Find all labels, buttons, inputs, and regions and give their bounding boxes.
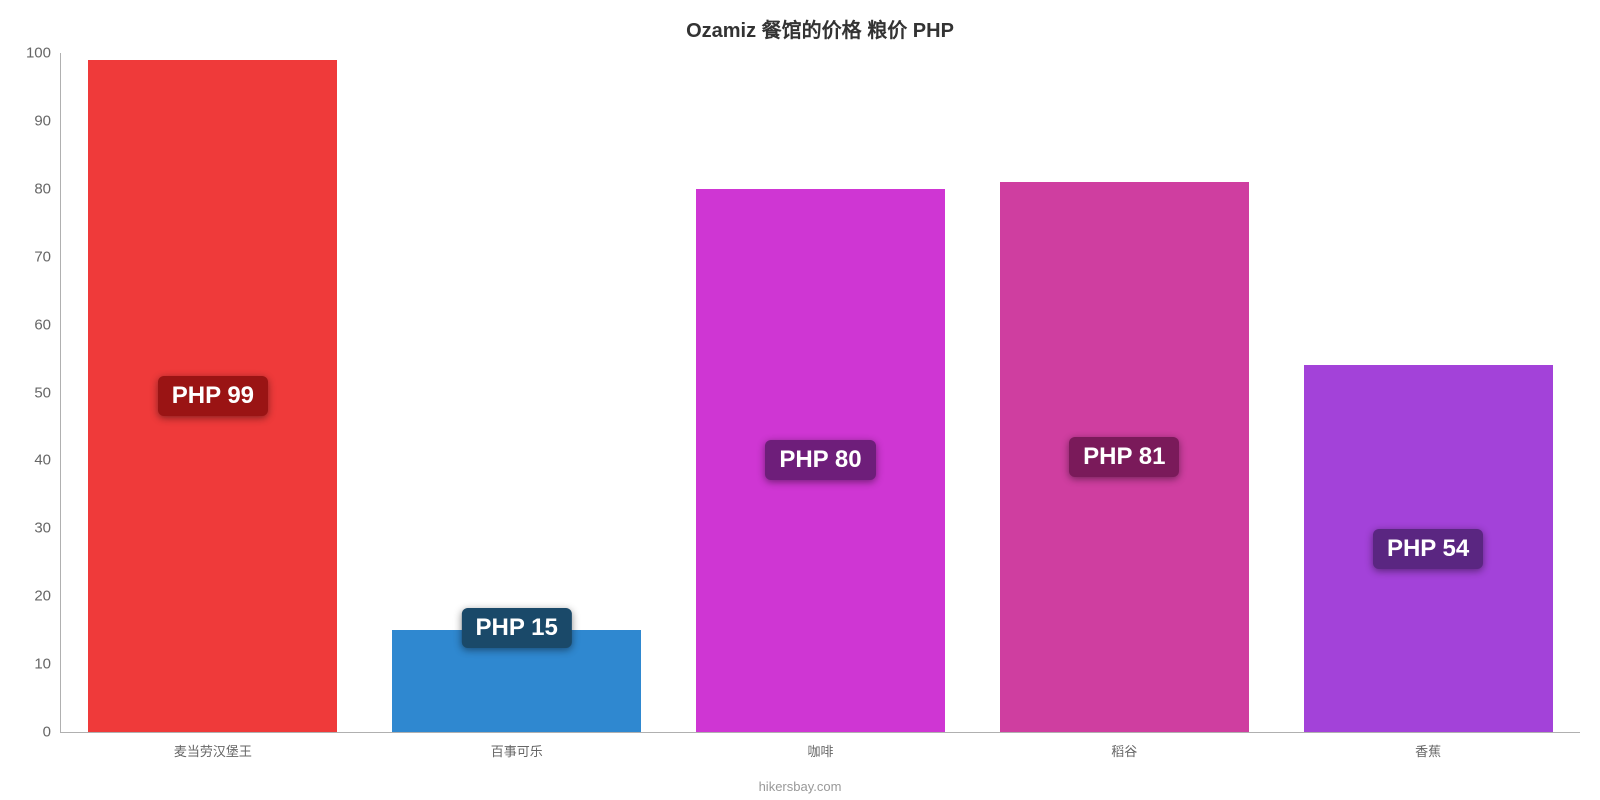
bar: PHP 15 (392, 630, 641, 732)
bar-slot: PHP 81 (972, 53, 1276, 732)
x-tick-label: 百事可乐 (365, 741, 669, 760)
bar-value-label: PHP 81 (1069, 437, 1179, 477)
plot-area: 0102030405060708090100 PHP 99PHP 15PHP 8… (60, 53, 1580, 733)
y-tick: 80 (34, 180, 51, 197)
x-tick-label: 咖啡 (669, 741, 973, 760)
x-tick-label: 香蕉 (1276, 741, 1580, 760)
y-tick: 20 (34, 588, 51, 605)
x-tick-label: 稻谷 (972, 741, 1276, 760)
bar-value-label: PHP 15 (462, 608, 572, 648)
x-tick-label: 麦当劳汉堡王 (61, 741, 365, 760)
y-tick: 90 (34, 112, 51, 129)
y-tick: 70 (34, 248, 51, 265)
x-axis-labels: 麦当劳汉堡王百事可乐咖啡稻谷香蕉 (61, 741, 1580, 760)
y-tick: 60 (34, 316, 51, 333)
y-tick: 100 (26, 45, 51, 62)
y-tick: 10 (34, 656, 51, 673)
y-tick: 40 (34, 452, 51, 469)
y-tick: 50 (34, 384, 51, 401)
bar: PHP 54 (1304, 365, 1553, 732)
bar: PHP 81 (1000, 182, 1249, 732)
bar-value-label: PHP 99 (158, 376, 268, 416)
bar-value-label: PHP 54 (1373, 529, 1483, 569)
chart-title: Ozamiz 餐馆的价格 粮价 PHP (60, 10, 1580, 53)
bar: PHP 80 (696, 189, 945, 732)
bar-value-label: PHP 80 (765, 440, 875, 480)
bar-slot: PHP 54 (1276, 53, 1580, 732)
y-tick: 0 (43, 724, 51, 741)
bar-slot: PHP 99 (61, 53, 365, 732)
bar-slot: PHP 80 (669, 53, 973, 732)
bar: PHP 99 (88, 60, 337, 732)
credit-text: hikersbay.com (0, 779, 1600, 794)
bar-slot: PHP 15 (365, 53, 669, 732)
bars-container: PHP 99 PHP 15 PHP 80 PHP 81 PHP 54 (61, 53, 1580, 732)
y-tick: 30 (34, 520, 51, 537)
price-chart: Ozamiz 餐馆的价格 粮价 PHP 0 10 20 30 40 50 60 70 80 90 1… (0, 0, 1600, 800)
